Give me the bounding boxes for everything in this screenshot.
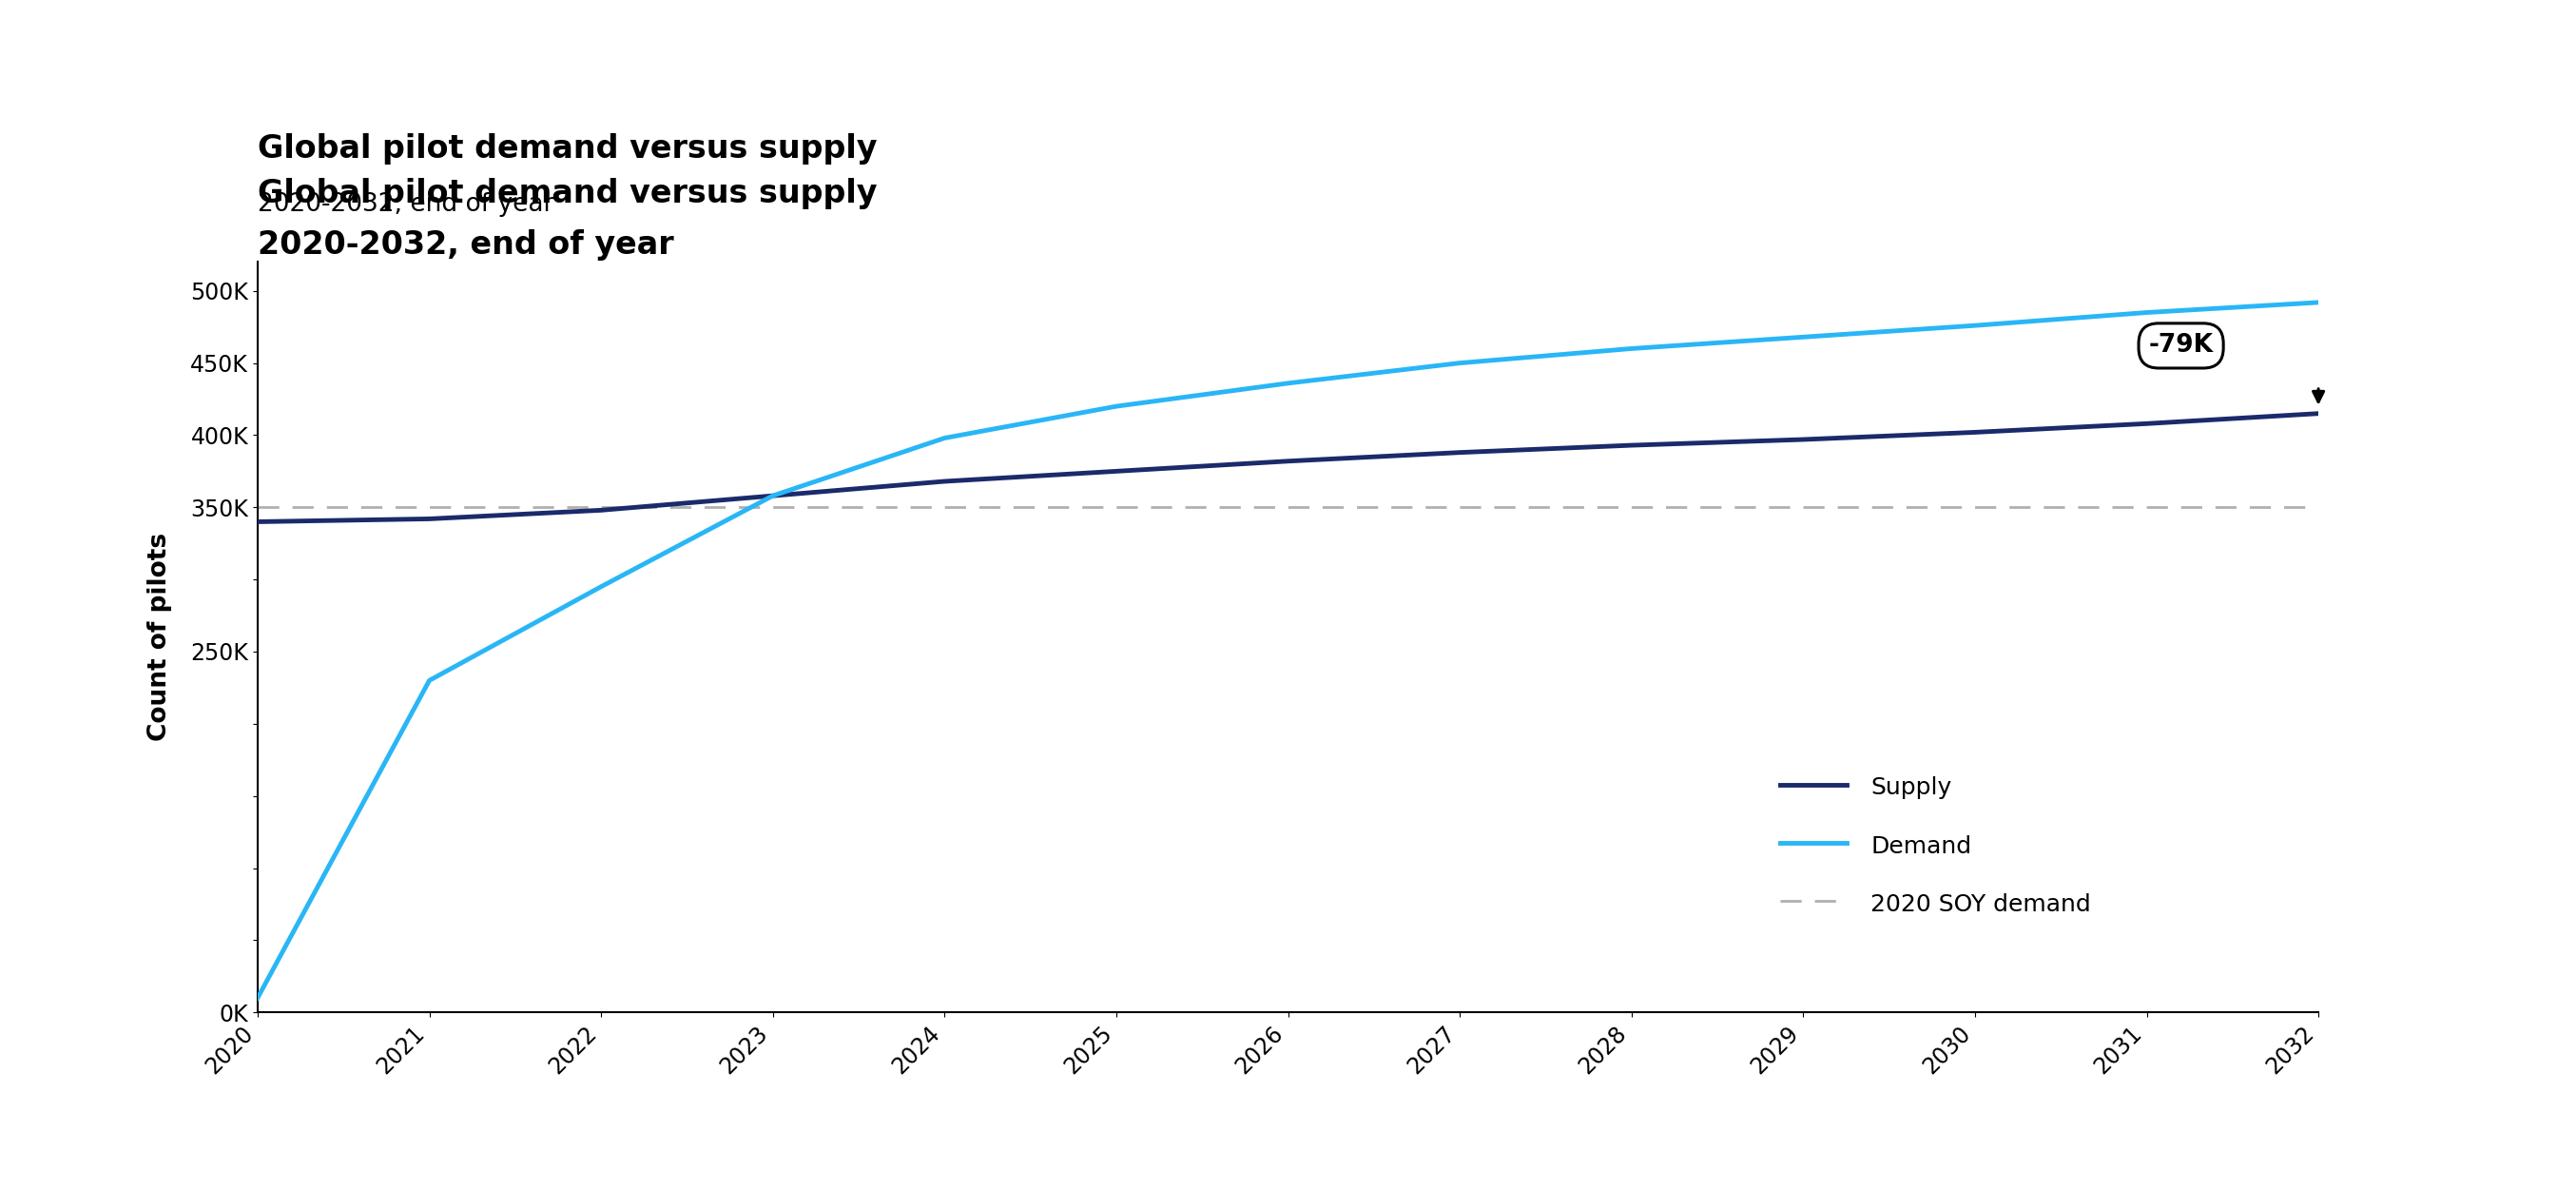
Supply <box>930 474 961 488</box>
Supply <box>585 503 616 517</box>
Demand <box>1960 318 1991 332</box>
Demand <box>1788 330 1819 344</box>
Supply <box>1615 438 1646 453</box>
Y-axis label: Count of pilots: Count of pilots <box>147 532 173 742</box>
Supply <box>415 512 446 526</box>
Supply <box>2130 417 2161 431</box>
Supply <box>2303 406 2334 420</box>
Text: 2020-2032, end of year: 2020-2032, end of year <box>258 192 554 217</box>
Supply <box>1100 464 1131 479</box>
Demand <box>2303 295 2334 310</box>
Demand <box>585 580 616 594</box>
Demand <box>930 431 961 445</box>
Text: Global pilot demand versus supply: Global pilot demand versus supply <box>258 133 876 164</box>
Supply <box>1960 425 1991 439</box>
Line: Supply: Supply <box>258 413 2318 522</box>
Line: Demand: Demand <box>258 303 2318 998</box>
Demand <box>242 991 273 1005</box>
Supply <box>757 488 788 503</box>
Supply <box>1788 432 1819 447</box>
Text: -79K: -79K <box>2148 333 2213 358</box>
Demand <box>1445 356 1476 370</box>
Supply <box>1445 445 1476 460</box>
Demand <box>1100 399 1131 413</box>
Demand <box>415 673 446 687</box>
Demand <box>1615 342 1646 356</box>
Demand <box>757 488 788 503</box>
Legend: Supply, Demand, 2020 SOY demand: Supply, Demand, 2020 SOY demand <box>1770 765 2099 925</box>
Supply <box>1273 454 1303 468</box>
Supply <box>242 515 273 529</box>
Demand <box>1273 376 1303 391</box>
Text: Global pilot demand versus supply
2020-2032, end of year: Global pilot demand versus supply 2020-2… <box>258 179 876 261</box>
Demand <box>2130 305 2161 319</box>
